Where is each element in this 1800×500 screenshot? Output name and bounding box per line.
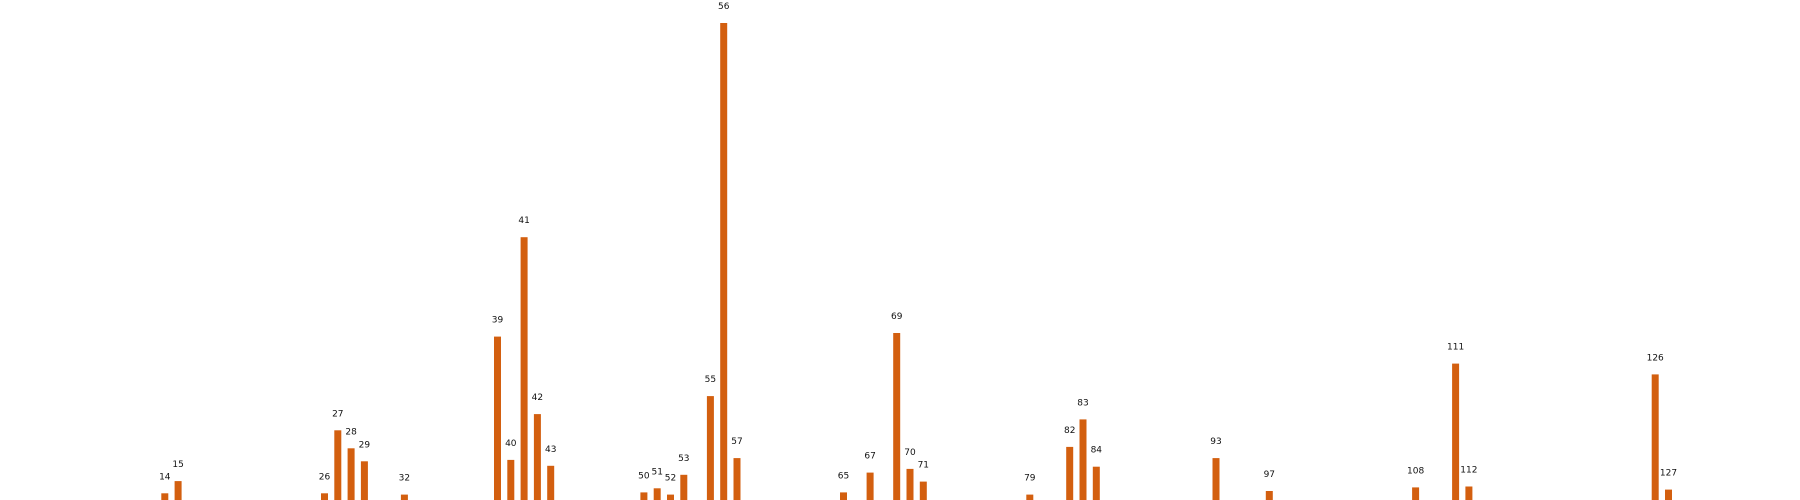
bar-label-82: 82: [1064, 426, 1075, 436]
bar-108: [1412, 487, 1420, 500]
bar-32: [400, 494, 408, 500]
bar-70: [906, 468, 914, 500]
bar-label-55: 55: [705, 375, 716, 385]
bar-42: [533, 414, 541, 500]
bar-label-52: 52: [665, 474, 676, 484]
bar-65: [840, 492, 847, 500]
bar-93: [1212, 458, 1220, 500]
bar-label-111: 111: [1447, 343, 1464, 353]
bar-label-97: 97: [1264, 470, 1275, 480]
bar-79: [1026, 494, 1034, 500]
bar-112: [1465, 486, 1473, 500]
bar-56: [720, 23, 728, 500]
bar-label-50: 50: [638, 471, 650, 481]
bar-label-65: 65: [838, 471, 849, 481]
bar-29: [360, 461, 368, 500]
bar-71: [919, 481, 927, 500]
bar-label-69: 69: [891, 312, 903, 322]
bar-label-57: 57: [731, 437, 742, 447]
bar-27: [334, 430, 342, 500]
bar-43: [547, 465, 555, 500]
bar-label-56: 56: [718, 2, 730, 12]
bar-39: [494, 336, 501, 500]
bar-127: [1665, 489, 1672, 500]
bar-55: [706, 396, 714, 500]
bar-126: [1651, 374, 1659, 500]
bar-label-79: 79: [1024, 474, 1036, 484]
bar-51: [653, 488, 661, 500]
bar-label-51: 51: [651, 467, 662, 477]
bar-83: [1079, 419, 1087, 500]
bar-label-39: 39: [492, 316, 504, 326]
bar-15: [174, 481, 182, 500]
bars-group: [161, 23, 1672, 500]
bar-label-53: 53: [678, 454, 689, 464]
bar-label-84: 84: [1091, 446, 1103, 456]
bar-111: [1452, 363, 1460, 500]
bar-label-32: 32: [399, 474, 410, 484]
bar-label-93: 93: [1210, 437, 1221, 447]
bar-label-40: 40: [505, 439, 517, 449]
bar-label-70: 70: [904, 448, 916, 458]
bar-82: [1066, 446, 1074, 500]
bar-69: [893, 333, 901, 500]
bar-40: [507, 459, 515, 500]
bar-label-27: 27: [332, 409, 343, 419]
bar-label-112: 112: [1460, 466, 1477, 476]
bar-label-42: 42: [532, 393, 543, 403]
bar-label-127: 127: [1660, 469, 1677, 479]
bar-label-108: 108: [1407, 466, 1424, 476]
bar-label-28: 28: [345, 427, 357, 437]
bar-28: [347, 448, 355, 500]
bar-label-71: 71: [918, 461, 929, 471]
bar-14: [161, 493, 169, 500]
bar-41: [520, 237, 528, 500]
bar-label-29: 29: [359, 440, 371, 450]
bar-label-126: 126: [1647, 353, 1664, 363]
bar-84: [1092, 466, 1100, 500]
bar-label-43: 43: [545, 445, 556, 455]
bar-label-83: 83: [1077, 398, 1088, 408]
bar-67: [866, 472, 874, 500]
bar-label-67: 67: [864, 452, 875, 462]
bar-52: [667, 494, 674, 500]
bar-label-41: 41: [518, 216, 529, 226]
bar-label-15: 15: [172, 460, 183, 470]
bar-97: [1265, 491, 1273, 500]
bar-50: [640, 492, 648, 500]
bar-26: [321, 493, 328, 500]
bar-53: [680, 474, 688, 500]
bar-57: [733, 458, 741, 500]
bar-label-14: 14: [159, 472, 171, 482]
bar-label-26: 26: [319, 472, 331, 482]
